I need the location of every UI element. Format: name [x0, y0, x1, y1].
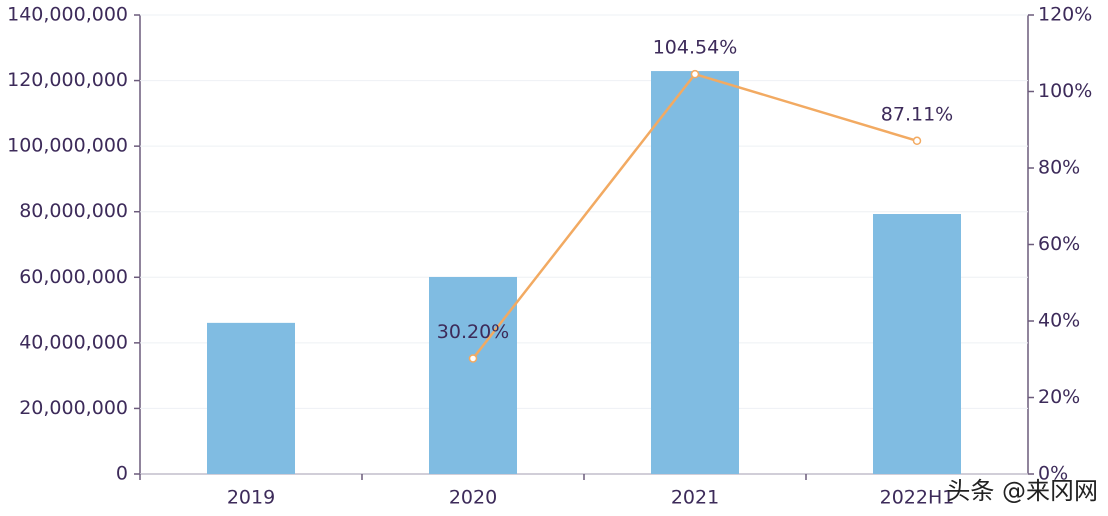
- line-point: [690, 69, 700, 79]
- line-point: [468, 354, 478, 363]
- y-tick-label: 120,000,000: [7, 69, 128, 91]
- data-label: 87.11%: [881, 103, 953, 125]
- y-tick-label: 80,000,000: [19, 200, 128, 222]
- bar: [651, 71, 739, 474]
- y-tick-label: 60,000,000: [19, 266, 128, 288]
- line-point: [912, 136, 922, 146]
- y2-tick-label: 60%: [1038, 233, 1080, 255]
- y-tick-label: 100,000,000: [7, 135, 128, 157]
- y2-tick-label: 0%: [1038, 463, 1068, 485]
- y2-tick-label: 20%: [1038, 386, 1080, 408]
- y-tick-label: 140,000,000: [7, 4, 128, 26]
- y-tick-label: 40,000,000: [19, 331, 128, 353]
- bar: [207, 322, 295, 474]
- y2-tick-label: 100%: [1038, 80, 1092, 102]
- data-label: 104.54%: [653, 37, 738, 59]
- y-tick-label: 0: [116, 463, 128, 485]
- y2-tick-label: 120%: [1038, 4, 1092, 26]
- bar: [429, 276, 517, 474]
- watermark: 头条 @来冈网: [946, 477, 1098, 505]
- y2-tick-label: 40%: [1038, 310, 1080, 332]
- x-tick-label: 2020: [449, 487, 497, 509]
- x-tick-label: 2019: [227, 487, 275, 509]
- y2-tick-label: 80%: [1038, 157, 1080, 179]
- data-label: 30.20%: [437, 321, 509, 343]
- x-tick-label: 2022H1: [880, 487, 955, 509]
- x-tick-label: 2021: [671, 487, 719, 509]
- bar: [873, 214, 961, 475]
- y-tick-label: 20,000,000: [19, 397, 128, 419]
